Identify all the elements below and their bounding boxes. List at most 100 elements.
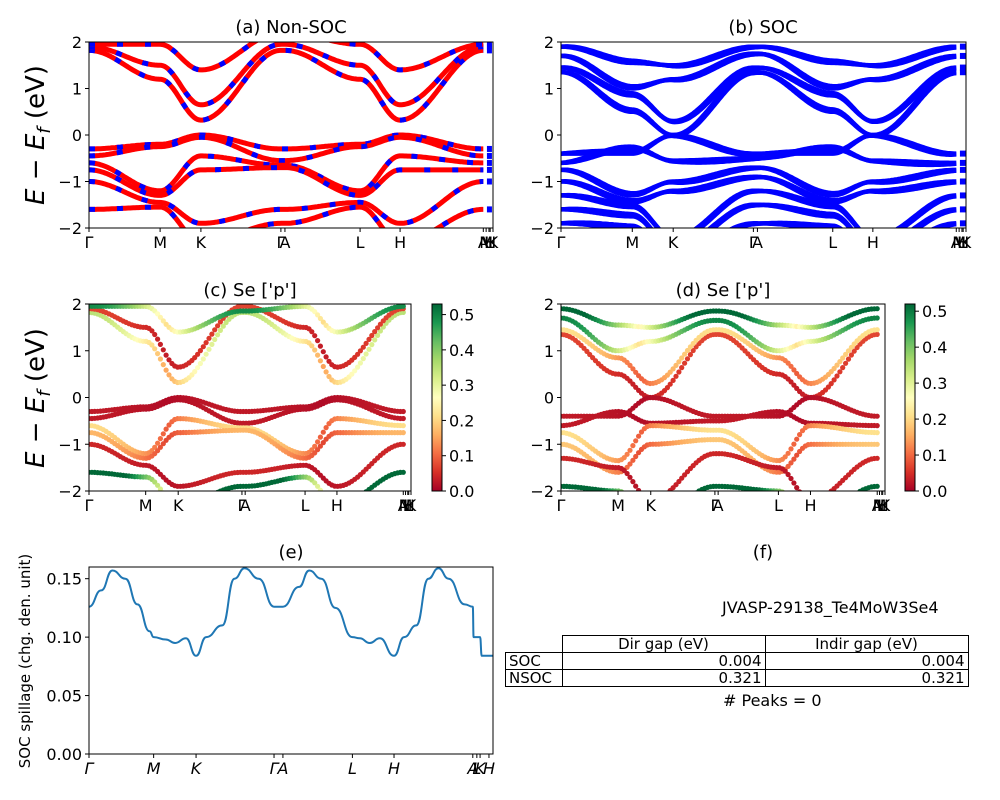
band-line-spin-up <box>89 179 484 226</box>
band-point <box>323 354 329 360</box>
band-point <box>377 321 383 327</box>
band-point <box>366 346 372 352</box>
band-point <box>627 461 633 467</box>
y-tick-label: −2 <box>530 219 554 238</box>
x-tick-label: L <box>356 233 365 252</box>
x-tick-label: M <box>139 496 153 515</box>
band-point <box>375 332 381 338</box>
colorbar-gradient <box>431 303 443 492</box>
colorbar-tick-label: 0.3 <box>449 376 474 395</box>
band-point <box>874 430 880 436</box>
band-point <box>834 373 840 379</box>
band-point <box>811 516 816 521</box>
gap-table: Dir gap (eV) Indir gap (eV) SOC 0.004 0.… <box>505 635 969 687</box>
band-point <box>794 436 800 442</box>
band-point <box>627 474 633 480</box>
band-point <box>831 365 837 372</box>
x-tick-label: A <box>466 759 478 778</box>
band-point <box>832 507 837 512</box>
y-tick-label: 2 <box>544 33 554 52</box>
band-point <box>355 364 361 370</box>
band-point <box>317 358 323 364</box>
x-tick-label: A <box>752 233 763 252</box>
band-point <box>831 377 837 383</box>
band-point <box>633 504 638 509</box>
x-tick-label: H <box>484 233 496 252</box>
band-line-spin-down <box>89 47 484 123</box>
band-point <box>843 499 848 504</box>
band-point <box>317 315 323 322</box>
x-tick-label: K <box>196 233 207 252</box>
x-tick-label: K <box>488 233 499 252</box>
band-point <box>166 357 172 363</box>
band-point <box>874 327 880 333</box>
band-point <box>203 340 209 346</box>
band-line-spin-up <box>89 42 484 108</box>
table-cell: 0.321 <box>764 669 969 687</box>
band-point <box>166 372 172 378</box>
band-point <box>149 328 155 334</box>
x-tick-label: K <box>475 759 487 778</box>
band-point <box>782 454 788 460</box>
band-point <box>668 509 673 514</box>
band-point <box>630 457 636 463</box>
band-point <box>659 514 664 519</box>
band-point <box>843 360 849 366</box>
band-line <box>561 144 957 168</box>
x-tick-label: K <box>173 496 184 515</box>
table-row-label: NSOC <box>505 669 563 687</box>
band-point <box>352 368 358 374</box>
band-edge-marker <box>959 166 966 173</box>
band-point <box>843 351 849 357</box>
band-point <box>315 439 321 445</box>
band-point <box>794 485 800 491</box>
y-tick-label: −2 <box>530 482 554 501</box>
band-point <box>160 431 166 437</box>
x-tick-label: A <box>951 233 962 252</box>
band-point <box>209 341 215 347</box>
band-point <box>317 343 323 349</box>
band-point <box>817 515 822 520</box>
band-point <box>157 356 163 362</box>
band-edge-marker <box>486 206 492 213</box>
band-point <box>320 429 326 435</box>
band-point <box>639 492 644 497</box>
band-point <box>829 509 834 514</box>
band-point <box>189 500 194 505</box>
band-point <box>834 505 839 510</box>
band-point <box>791 502 796 507</box>
band-point <box>312 347 318 353</box>
x-tick-label: A <box>398 496 409 515</box>
band-point <box>650 516 655 521</box>
band-point <box>840 355 846 361</box>
x-tick-label: A <box>279 233 290 252</box>
y-tick-label: 0.15 <box>46 570 82 589</box>
band-point <box>670 366 676 372</box>
band-line <box>561 165 957 196</box>
band-point <box>630 479 636 485</box>
band-point <box>346 500 351 505</box>
band-point <box>363 351 369 357</box>
band-point <box>656 496 661 501</box>
y-tick-label: 0.00 <box>46 745 82 764</box>
x-tick-label: Γ <box>85 759 95 778</box>
band-point <box>309 343 315 349</box>
band-edge-marker <box>959 220 966 227</box>
band-point <box>684 356 691 362</box>
x-tick-label: M <box>153 233 167 252</box>
band-point <box>633 453 639 460</box>
band-point <box>874 423 880 429</box>
band-point <box>357 360 363 366</box>
band-point <box>212 327 218 333</box>
y-tick-label: −1 <box>530 173 554 192</box>
band-point <box>788 475 794 482</box>
x-tick-label: Γ <box>85 496 94 515</box>
plot-area <box>89 304 406 505</box>
colorbar-tick-label: 0.4 <box>449 341 474 360</box>
x-tick-label: Γ <box>270 759 280 778</box>
band-point <box>845 356 852 362</box>
band-point <box>690 347 696 354</box>
band-line <box>561 220 957 228</box>
band-point <box>320 349 326 355</box>
